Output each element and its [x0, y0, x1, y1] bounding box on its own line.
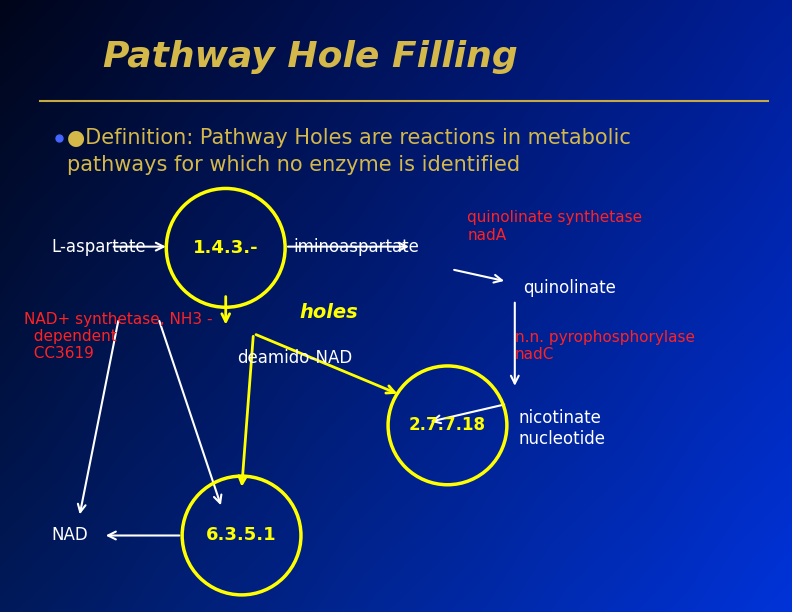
Text: iminoaspartate: iminoaspartate	[293, 237, 419, 256]
Text: 1.4.3.-: 1.4.3.-	[193, 239, 258, 257]
Text: quinolinate: quinolinate	[523, 278, 615, 297]
Text: NAD: NAD	[51, 526, 88, 545]
Text: n.n. pyrophosphorylase
nadC: n.n. pyrophosphorylase nadC	[515, 330, 695, 362]
Text: quinolinate synthetase
nadA: quinolinate synthetase nadA	[467, 211, 642, 242]
Text: Pathway Hole Filling: Pathway Hole Filling	[103, 40, 518, 74]
Text: L-aspartate: L-aspartate	[51, 237, 146, 256]
Text: NAD+ synthetase, NH3 -
  dependent
  CC3619: NAD+ synthetase, NH3 - dependent CC3619	[24, 312, 212, 362]
Text: nicotinate
nucleotide: nicotinate nucleotide	[519, 409, 606, 448]
Text: holes: holes	[299, 302, 358, 322]
Text: 2.7.7.18: 2.7.7.18	[409, 416, 486, 435]
Text: deamido-NAD: deamido-NAD	[238, 349, 353, 367]
Text: 6.3.5.1: 6.3.5.1	[206, 526, 277, 545]
Text: pathways for which no enzyme is identified: pathways for which no enzyme is identifi…	[67, 155, 520, 175]
Text: ●Definition: Pathway Holes are reactions in metabolic: ●Definition: Pathway Holes are reactions…	[67, 128, 631, 147]
